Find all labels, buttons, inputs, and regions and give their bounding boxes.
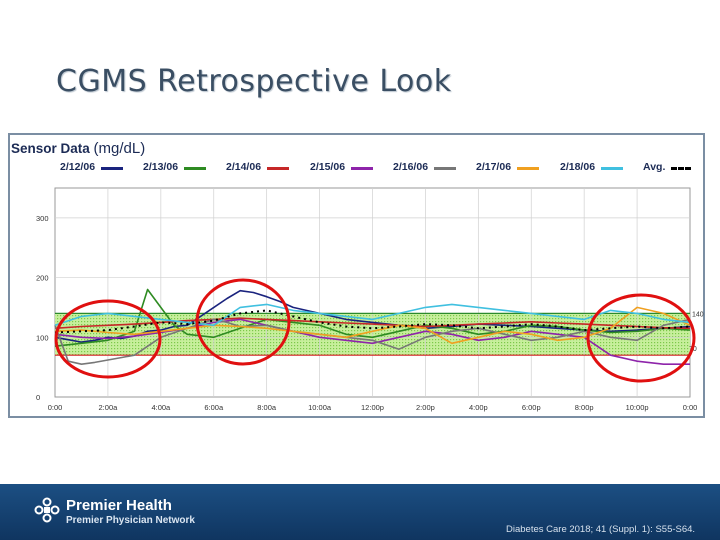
slide-title: CGMS Retrospective Look xyxy=(56,64,452,99)
x-tick-label: 8:00p xyxy=(575,403,594,412)
legend-label: 2/14/06 xyxy=(226,161,262,173)
chart-title-unit: (mg/dL) xyxy=(93,140,146,157)
chart-title: Sensor Data (mg/dL) xyxy=(11,140,145,157)
legend-swatch xyxy=(184,167,207,170)
series-line-1 xyxy=(54,288,691,347)
legend-label: 2/13/06 xyxy=(143,161,179,173)
legend-item-2: 2/14/06 xyxy=(226,161,290,173)
legend-item-1: 2/13/06 xyxy=(143,161,207,173)
chart-title-text: Sensor Data xyxy=(11,141,90,156)
x-tick-label: 6:00a xyxy=(204,403,224,412)
legend-item-7: Avg. xyxy=(643,161,692,173)
x-tick-label: 0:00 xyxy=(48,403,63,412)
x-tick-label: 10:00a xyxy=(308,403,332,412)
x-tick-label: 0:00 xyxy=(683,403,698,412)
legend-swatch xyxy=(434,167,457,170)
legend-label: 2/15/06 xyxy=(310,161,346,173)
target-high-label: 140 xyxy=(692,311,704,318)
legend-swatch xyxy=(351,167,374,170)
x-tick-label: 8:00a xyxy=(257,403,277,412)
citation: Diabetes Care 2018; 41 (Suppl. 1): S55-S… xyxy=(506,524,696,535)
x-tick-label: 6:00p xyxy=(522,403,541,412)
series-line-6 xyxy=(54,303,691,327)
annotation-circle-dawn xyxy=(195,278,291,366)
legend-label: 2/18/06 xyxy=(560,161,596,173)
brand-name: Premier Health xyxy=(66,497,172,514)
x-tick-label: 2:00p xyxy=(416,403,435,412)
x-tick-label: 2:00a xyxy=(99,403,119,412)
legend-item-3: 2/15/06 xyxy=(310,161,374,173)
annotation-circle-late-night xyxy=(586,293,696,383)
y-tick-label: 300 xyxy=(36,214,49,223)
legend-swatch xyxy=(671,167,692,170)
legend-item-6: 2/18/06 xyxy=(560,161,624,173)
y-tick-label: 0 xyxy=(36,393,40,402)
y-tick-label: 200 xyxy=(36,274,49,283)
legend-item-0: 2/12/06 xyxy=(60,161,124,173)
legend-swatch xyxy=(101,167,124,170)
legend-label: Avg. xyxy=(643,161,666,173)
x-tick-label: 10:00p xyxy=(626,403,649,412)
y-tick-label: 100 xyxy=(36,333,49,342)
annotation-circle-overnight xyxy=(54,299,162,379)
legend-swatch xyxy=(517,167,540,170)
x-tick-label: 12:00p xyxy=(361,403,384,412)
series-line-2 xyxy=(54,317,691,330)
legend-swatch xyxy=(601,167,624,170)
legend-swatch xyxy=(267,167,290,170)
brand-network: Premier Physician Network xyxy=(66,515,195,526)
series-line-5 xyxy=(54,306,691,345)
legend-label: 2/16/06 xyxy=(393,161,429,173)
premier-health-logo-icon xyxy=(34,497,60,523)
x-tick-label: 4:00a xyxy=(151,403,171,412)
footer-bar xyxy=(0,484,720,540)
legend-item-4: 2/16/06 xyxy=(393,161,457,173)
legend-label: 2/12/06 xyxy=(60,161,96,173)
legend-item-5: 2/17/06 xyxy=(476,161,540,173)
legend-label: 2/17/06 xyxy=(476,161,512,173)
x-tick-label: 4:00p xyxy=(469,403,488,412)
